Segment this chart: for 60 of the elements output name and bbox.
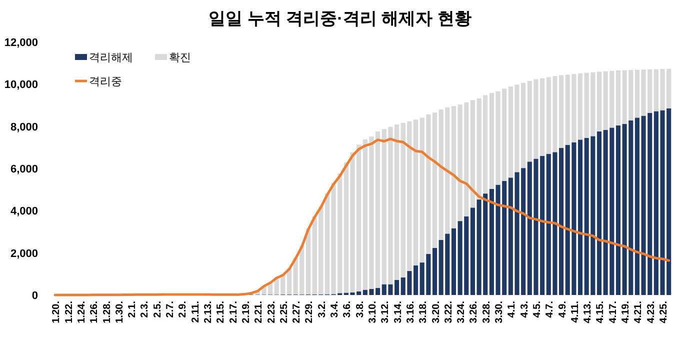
- y-tick-label: 0: [32, 290, 38, 302]
- x-tick-label: 2.3.: [140, 300, 151, 318]
- x-tick-label: 3.8.: [354, 300, 366, 318]
- y-tick-label: 10,000: [4, 79, 38, 92]
- legend-label: 격리중: [89, 76, 122, 88]
- x-tick-label: 1.24.: [76, 300, 88, 324]
- x-tick-label: 2.17.: [228, 300, 240, 324]
- x-tick-label: 2.1.: [127, 300, 138, 318]
- x-tick-label: 3.28.: [481, 300, 492, 324]
- x-tick-label: 4.9.: [557, 300, 568, 318]
- x-tick-label: 1.26.: [89, 300, 100, 324]
- legend-label: 격리해제: [89, 52, 133, 64]
- x-tick-label: 2.23.: [266, 300, 278, 324]
- x-tick-label: 4.5.: [532, 300, 543, 318]
- y-tick-label: 12,000: [4, 37, 38, 49]
- x-tick-label: 3.20.: [430, 300, 442, 324]
- x-tick-label: 3.26.: [468, 300, 480, 324]
- x-tick-label: 2.9.: [178, 300, 189, 318]
- x-tick-label: 4.13.: [582, 300, 594, 324]
- x-tick-label: 2.27.: [292, 300, 303, 324]
- x-tick-label: 2.11.: [190, 300, 202, 323]
- x-tick-label: 1.22.: [64, 300, 75, 324]
- x-tick-label: 3.12.: [380, 300, 392, 324]
- y-tick-label: 6,000: [10, 164, 38, 176]
- x-tick-label: 2.19.: [240, 300, 252, 324]
- x-tick-label: 2.7.: [165, 300, 176, 318]
- x-tick-label: 2.29.: [304, 300, 316, 324]
- x-tick-label: 3.30.: [494, 300, 506, 324]
- x-tick-label: 3.18.: [418, 300, 430, 324]
- x-tick-label: 2.21.: [254, 300, 265, 324]
- x-tick-label: 4.11.: [570, 300, 581, 323]
- x-tick-label: 3.24.: [456, 300, 468, 324]
- x-tick-label: 4.15.: [595, 300, 606, 324]
- x-tick-label: 2.15.: [216, 300, 227, 324]
- x-tick-label: 4.25.: [658, 300, 670, 324]
- x-tick-label: 1.28.: [102, 300, 113, 324]
- y-tick-label: 4,000: [10, 206, 38, 218]
- legend-label: 확진: [169, 52, 191, 64]
- x-tick-label: 3.16.: [405, 300, 416, 324]
- x-tick-label: 3.22.: [443, 300, 454, 324]
- x-tick-label: 3.4.: [330, 300, 341, 318]
- x-tick-label: 2.13.: [203, 300, 214, 324]
- x-tick-label: 3.6.: [342, 300, 354, 318]
- y-tick-label: 8,000: [10, 121, 38, 134]
- x-tick-label: 2.5.: [152, 300, 164, 318]
- x-tick-label: 2.25.: [278, 300, 290, 324]
- x-tick-label: 3.2.: [316, 300, 328, 318]
- x-tick-label: 4.21.: [633, 300, 644, 324]
- x-tick-label: 3.10.: [367, 300, 378, 324]
- y-tick-label: 2,000: [10, 248, 38, 260]
- x-tick-label: 4.19.: [620, 300, 632, 324]
- x-tick-label: 4.1.: [506, 300, 518, 318]
- chart-title: 일일 누적 격리중·격리 해제자 현황: [208, 9, 472, 28]
- x-tick-label: 1.20.: [51, 300, 62, 324]
- x-tick-label: 4.17.: [608, 300, 619, 324]
- x-tick-label: 3.14.: [392, 300, 404, 324]
- x-tick-label: 4.3.: [519, 300, 530, 318]
- x-tick-label: 4.7.: [544, 300, 556, 318]
- x-tick-label: 4.23.: [646, 300, 657, 324]
- x-tick-label: 1.30.: [114, 300, 126, 324]
